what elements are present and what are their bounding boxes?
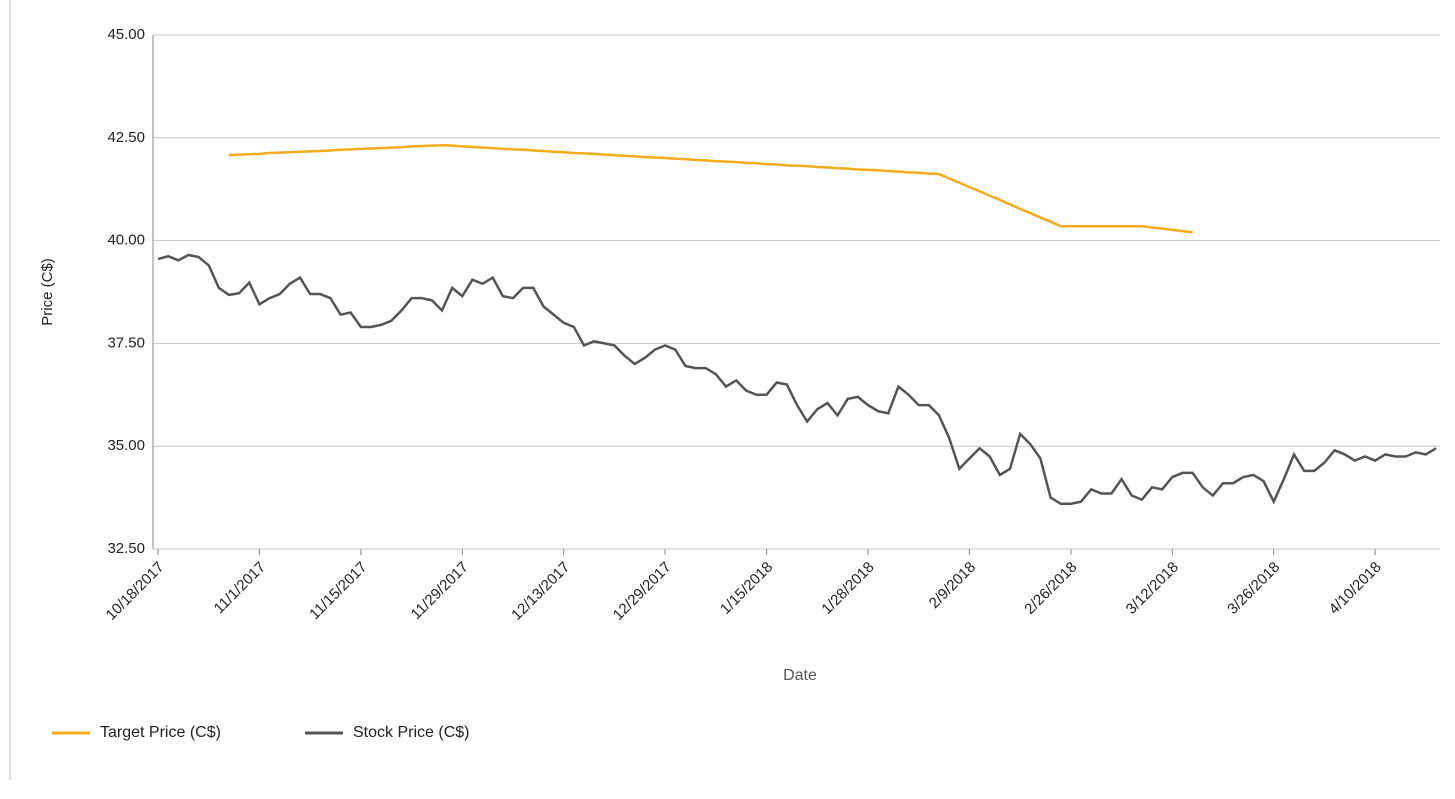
y-tick-label: 45.00 — [107, 26, 145, 43]
x-tick-label: 10/18/2017 — [103, 559, 168, 624]
x-tick-label: 11/15/2017 — [306, 559, 370, 623]
legend-label: Stock Price (C$) — [353, 724, 469, 741]
legend-label: Target Price (C$) — [100, 724, 221, 741]
x-tick-label: 2/9/2018 — [926, 559, 979, 612]
x-tick-label: 1/15/2018 — [717, 559, 776, 618]
y-tick-label: 35.00 — [107, 437, 145, 454]
y-tick-label: 32.50 — [107, 540, 145, 557]
x-tick-label: 1/28/2018 — [818, 559, 877, 618]
y-tick-label: 40.00 — [107, 232, 145, 249]
series-line — [228, 143, 1193, 234]
y-tick-label: 37.50 — [107, 334, 145, 351]
x-tick-label: 12/13/2017 — [508, 559, 573, 624]
x-axis-title: Date — [783, 667, 817, 684]
x-tick-label: 11/29/2017 — [408, 559, 472, 623]
x-tick-label: 2/26/2018 — [1021, 559, 1080, 618]
y-tick-label: 42.50 — [107, 129, 145, 146]
y-axis-title: Price (C$) — [39, 258, 56, 326]
x-tick-label: 12/29/2017 — [610, 559, 675, 624]
x-tick-label: 3/12/2018 — [1123, 559, 1182, 618]
x-tick-label: 3/26/2018 — [1224, 559, 1283, 618]
series-line — [157, 253, 1437, 506]
x-tick-label: 11/1/2017 — [211, 559, 269, 617]
x-tick-label: 4/10/2018 — [1326, 559, 1385, 618]
